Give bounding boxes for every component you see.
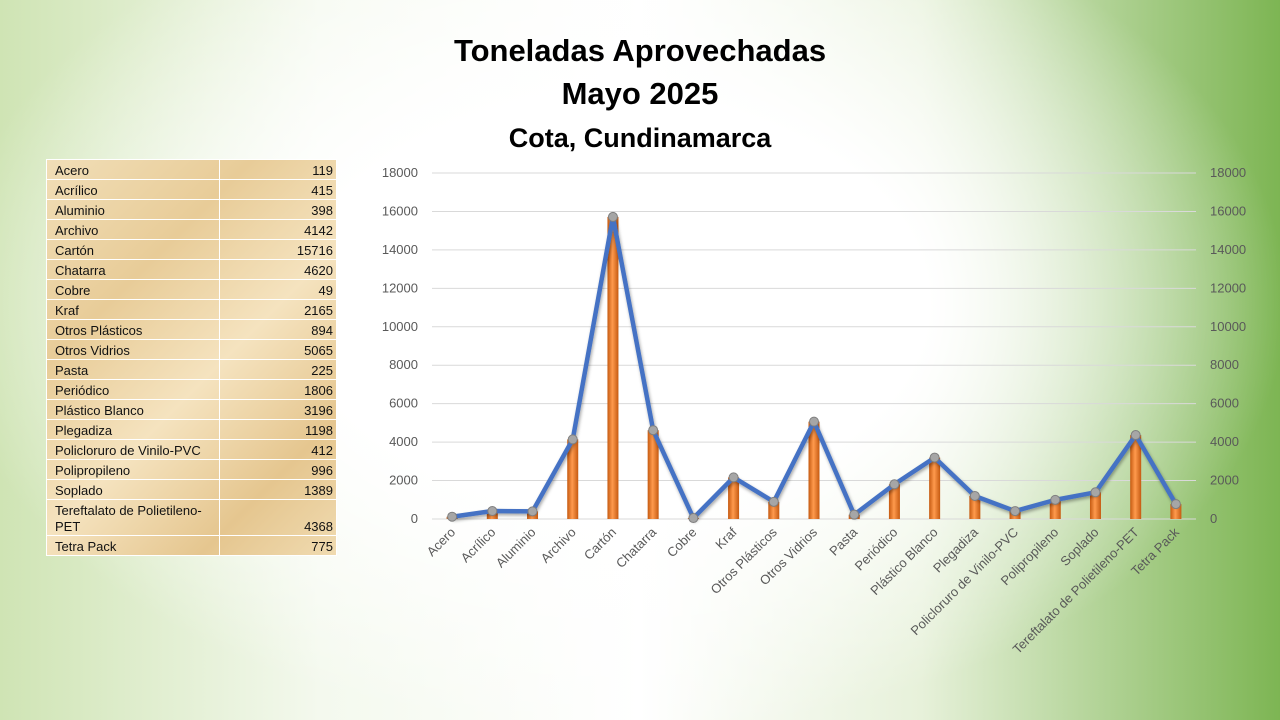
line-point bbox=[889, 479, 900, 490]
table-row: Tetra Pack 775 bbox=[46, 535, 337, 556]
row-value: 15716 bbox=[219, 239, 337, 260]
line-point bbox=[447, 511, 458, 522]
y-tick-right: 0 bbox=[1210, 511, 1217, 526]
table-row: Cobre 49 bbox=[46, 279, 337, 300]
bar bbox=[969, 495, 981, 519]
line-point bbox=[809, 416, 819, 427]
table-row: Acrílico 415 bbox=[46, 179, 337, 200]
line-point bbox=[1090, 487, 1101, 498]
bar bbox=[1089, 492, 1101, 519]
y-tick-left: 12000 bbox=[382, 280, 418, 295]
line-point bbox=[969, 490, 980, 501]
y-tick-left: 16000 bbox=[382, 203, 418, 218]
row-value: 775 bbox=[219, 535, 337, 556]
y-tick-right: 2000 bbox=[1210, 473, 1239, 488]
line-point bbox=[929, 452, 940, 463]
y-tick-left: 8000 bbox=[389, 357, 418, 372]
table-row: Soplado 1389 bbox=[46, 479, 337, 500]
table-row: Kraf 2165 bbox=[46, 299, 337, 320]
chart-titles: Toneladas Aprovechadas Mayo 2025 Cota, C… bbox=[340, 30, 940, 160]
y-tick-right: 6000 bbox=[1210, 396, 1239, 411]
bar bbox=[888, 484, 900, 519]
y-tick-left: 6000 bbox=[389, 396, 418, 411]
x-tick-label: Cartón bbox=[581, 525, 619, 563]
line-point bbox=[768, 496, 779, 507]
y-tick-left: 4000 bbox=[389, 434, 418, 449]
line-point bbox=[1050, 494, 1061, 505]
line-point bbox=[1130, 430, 1141, 441]
bar bbox=[647, 430, 659, 519]
row-value: 4368 bbox=[219, 499, 337, 536]
y-tick-right: 12000 bbox=[1210, 280, 1246, 295]
y-tick-right: 8000 bbox=[1210, 357, 1239, 372]
data-table: Acero 119 Acrílico 415 Aluminio 398 Archivo 414… bbox=[46, 159, 337, 556]
y-tick-left: 10000 bbox=[382, 319, 418, 334]
row-label: Tetra Pack bbox=[46, 535, 220, 556]
line-point bbox=[1010, 506, 1021, 517]
line-point bbox=[728, 472, 739, 483]
table-row: Aluminio 398 bbox=[46, 199, 337, 220]
line-point bbox=[688, 513, 699, 524]
bar bbox=[1130, 435, 1142, 519]
y-tick-left: 2000 bbox=[389, 473, 418, 488]
x-tick-label: Pasta bbox=[826, 524, 861, 559]
bar bbox=[768, 501, 780, 519]
y-tick-left: 18000 bbox=[382, 165, 418, 180]
y-tick-left: 14000 bbox=[382, 242, 418, 257]
x-tick-label: Acero bbox=[424, 525, 459, 560]
table-row: Pasta 225 bbox=[46, 359, 337, 380]
y-tick-left: 0 bbox=[411, 511, 418, 526]
line-point bbox=[527, 506, 538, 517]
row-label: Periódico bbox=[46, 379, 220, 400]
y-tick-right: 16000 bbox=[1210, 203, 1246, 218]
line-point bbox=[1170, 499, 1181, 510]
table-row: Plástico Blanco 3196 bbox=[46, 399, 337, 420]
line-point bbox=[648, 425, 659, 436]
row-value: 412 bbox=[219, 439, 337, 460]
bar bbox=[1170, 504, 1182, 519]
table-row: Periódico 1806 bbox=[46, 379, 337, 400]
line-point bbox=[607, 211, 618, 222]
y-tick-right: 14000 bbox=[1210, 242, 1246, 257]
chart-title: Toneladas Aprovechadas bbox=[453, 33, 827, 68]
y-tick-right: 18000 bbox=[1210, 165, 1246, 180]
row-label: Cartón bbox=[46, 239, 220, 260]
x-tick-label: Kraf bbox=[712, 524, 740, 552]
table-row: Tereftalato de Polietileno-PET 4368 bbox=[46, 499, 337, 536]
row-label: Tereftalato de Polietileno-PET bbox=[46, 499, 220, 536]
y-tick-right: 10000 bbox=[1210, 319, 1246, 334]
x-tick-label: Cobre bbox=[664, 525, 700, 561]
bar bbox=[1049, 499, 1061, 519]
x-tick-label: Chatarra bbox=[613, 524, 660, 571]
row-label: Otros Vidrios bbox=[46, 339, 220, 360]
row-value: 1198 bbox=[219, 419, 337, 440]
bar bbox=[607, 216, 619, 519]
line-point bbox=[567, 434, 578, 445]
bar bbox=[808, 421, 820, 519]
bar bbox=[929, 457, 941, 519]
chart-subtitle: Mayo 2025 bbox=[561, 76, 719, 111]
y-tick-right: 4000 bbox=[1210, 434, 1239, 449]
row-value: 398 bbox=[219, 199, 337, 220]
x-tick-label: Aluminio bbox=[493, 525, 539, 571]
bar bbox=[728, 477, 740, 519]
table-row: Otros Vidrios 5065 bbox=[46, 339, 337, 360]
bar bbox=[567, 439, 579, 519]
table-row: Cartón 15716 bbox=[46, 239, 337, 260]
line-point bbox=[487, 506, 498, 517]
line-point bbox=[849, 509, 860, 520]
chart-location: Cota, Cundinamarca bbox=[508, 123, 772, 153]
x-tick-label: Archivo bbox=[538, 525, 579, 566]
table-row: Plegadiza 1198 bbox=[46, 419, 337, 440]
